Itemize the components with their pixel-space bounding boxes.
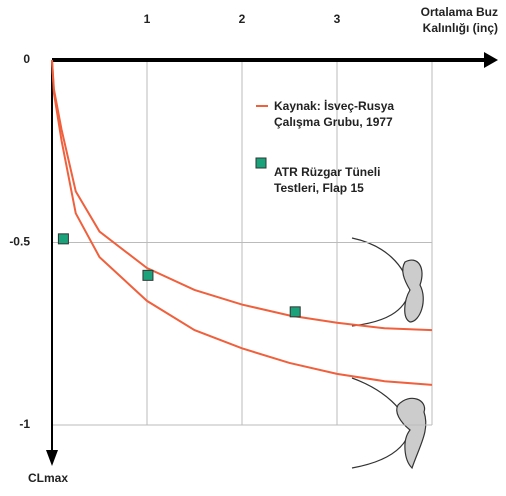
legend-swatch: [256, 158, 266, 168]
airfoil-sketch: [352, 238, 426, 468]
x-axis-arrow: [484, 52, 498, 68]
scatter-point: [143, 270, 153, 280]
y-tick-label: -1: [19, 417, 30, 431]
x-tick-label: 2: [239, 12, 246, 26]
y-axis-label: CLmax: [28, 470, 68, 486]
x-tick-label: 3: [334, 12, 341, 26]
legend-label: Kaynak: İsveç-Rusya Çalışma Grubu, 1977: [274, 98, 414, 130]
scatter-point: [290, 307, 300, 317]
scatter-point: [58, 234, 68, 244]
y-tick-label: -0.5: [9, 235, 30, 249]
y-tick-label: 0: [23, 52, 30, 66]
x-tick-label: 1: [144, 12, 151, 26]
legend-label: ATR Rüzgar Tüneli Testleri, Flap 15: [274, 164, 394, 196]
y-axis-arrow: [46, 450, 58, 466]
page: {"chart_data": { "type": "line", "x_labe…: [0, 0, 506, 496]
x-axis-label: Ortalama Buz Kalınlığı (inç): [398, 4, 498, 36]
chart: 1 2 3 0 -0.5 -1: [0, 0, 506, 496]
